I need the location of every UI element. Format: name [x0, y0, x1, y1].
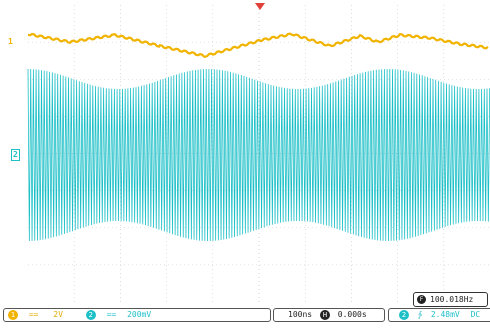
ch1-badge[interactable]: 1	[8, 310, 18, 320]
ch1-coupling: ==	[28, 310, 39, 319]
timebase-scale: 100ns	[288, 310, 313, 319]
trigger-level: 2.48mV	[430, 310, 460, 319]
trigger-coupling: DC	[470, 310, 481, 319]
ch1-scale: 2V	[53, 310, 63, 319]
frequency-icon: F	[417, 295, 426, 304]
trigger-position-icon[interactable]	[255, 3, 265, 10]
trigger-slope-icon: ∱	[417, 310, 422, 319]
ch2-coupling: ==	[106, 310, 117, 319]
ch2-marker-label: 2	[13, 150, 18, 159]
trigger-settings[interactable]: 2 ∱ 2.48mV DC	[388, 308, 490, 322]
ch2-badge[interactable]: 2	[85, 310, 96, 320]
status-bar: 1 == 2V 2 == 200mV 100ns H 0.000s 2 ∱ 2.…	[0, 304, 490, 328]
ch2-waveform-trace	[27, 68, 490, 242]
timebase-settings[interactable]: 100ns H 0.000s	[273, 308, 385, 322]
timebase-delay: 0.000s	[337, 310, 367, 319]
waveform-display	[27, 3, 490, 302]
channel-settings[interactable]: 1 == 2V 2 == 200mV	[3, 308, 271, 322]
ch1-marker-label: 1	[8, 37, 13, 46]
ch2-scale: 200mV	[127, 310, 152, 319]
horizontal-icon: H	[319, 310, 330, 320]
frequency-counter: F 100.018Hz	[413, 292, 488, 307]
frequency-value: 100.018Hz	[430, 295, 474, 304]
ch1-waveform-trace	[27, 32, 489, 58]
ch2-ground-marker[interactable]: 2	[11, 149, 20, 161]
ch1-ground-marker[interactable]: 1	[8, 37, 13, 47]
trigger-source-badge: 2	[399, 310, 409, 320]
